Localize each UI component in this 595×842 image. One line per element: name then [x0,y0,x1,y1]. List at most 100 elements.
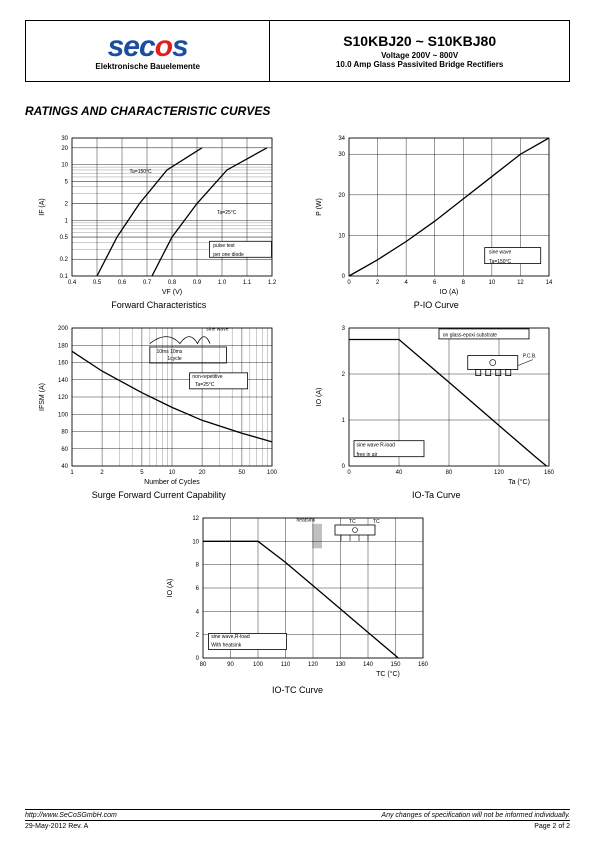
svg-text:IO (A): IO (A) [316,388,323,407]
svg-text:1cycle: 1cycle [167,356,181,362]
svg-text:TC: TC [349,519,356,525]
svg-text:60: 60 [61,447,68,453]
part-title: S10KBJ20 ~ S10KBJ80 [343,33,496,49]
svg-text:160: 160 [544,470,555,476]
footer-disclaimer: Any changes of specification will not be… [381,812,570,819]
svg-text:Number of Cycles: Number of Cycles [144,479,200,486]
svg-text:0.4: 0.4 [68,280,77,286]
svg-text:40: 40 [61,464,68,470]
svg-text:80: 80 [446,470,453,476]
chart-forward-characteristics: 0.40.50.60.70.80.91.01.11.20.10.20.51251… [34,128,284,310]
svg-text:50: 50 [238,470,245,476]
svg-text:10: 10 [61,163,68,169]
svg-text:130: 130 [335,662,346,668]
svg-text:4: 4 [195,609,199,615]
svg-text:160: 160 [58,361,69,367]
svg-text:Ta=25°C: Ta=25°C [195,382,215,388]
svg-text:P (W): P (W) [316,198,323,216]
svg-text:2: 2 [100,470,104,476]
svg-text:4: 4 [405,280,409,286]
footer-url: http://www.SeCoSGmbH.com [25,812,117,819]
svg-text:8: 8 [462,280,466,286]
svg-text:0.8: 0.8 [168,280,177,286]
svg-text:0: 0 [342,274,346,280]
chart-io-ta: 040801201600123on glass-epoxi substrates… [311,318,561,500]
svg-text:10ms 10ms: 10ms 10ms [156,349,182,355]
svg-text:160: 160 [417,662,428,668]
svg-text:sine wave,R-load: sine wave,R-load [211,634,250,640]
section-title: RATINGS AND CHARACTERISTIC CURVES [25,104,570,118]
svg-text:1.1: 1.1 [243,280,252,286]
svg-text:10: 10 [339,233,346,239]
svg-text:10: 10 [192,539,199,545]
svg-text:pulse test: pulse test [213,243,235,249]
svg-text:IO (A): IO (A) [440,289,459,296]
svg-text:per one diode: per one diode [213,252,244,258]
svg-text:120: 120 [307,662,318,668]
svg-text:8: 8 [195,563,199,569]
svg-text:1: 1 [70,470,74,476]
svg-text:2: 2 [376,280,380,286]
svg-text:0.6: 0.6 [118,280,127,286]
footer-page: Page 2 of 2 [534,823,570,830]
svg-text:100: 100 [58,412,69,418]
svg-text:Ta=150°C: Ta=150°C [129,169,152,175]
svg-text:With heatsink: With heatsink [211,642,242,648]
svg-text:140: 140 [362,662,373,668]
svg-text:90: 90 [227,662,234,668]
svg-text:200: 200 [58,326,69,332]
chart2-caption: P-IO Curve [414,300,459,310]
svg-text:100: 100 [267,470,278,476]
svg-text:0: 0 [348,470,352,476]
charts-container: 0.40.50.60.70.80.91.01.11.20.10.20.51251… [25,128,570,695]
svg-text:TC (°C): TC (°C) [376,670,400,678]
svg-text:20: 20 [339,193,346,199]
svg-text:80: 80 [199,662,206,668]
svg-text:1: 1 [342,418,346,424]
svg-text:0.9: 0.9 [193,280,202,286]
svg-text:0.1: 0.1 [59,274,68,280]
svg-text:0.5: 0.5 [59,235,68,241]
svg-text:VF (V): VF (V) [162,289,182,296]
svg-text:0.5: 0.5 [93,280,102,286]
svg-text:30: 30 [339,152,346,158]
svg-text:TC: TC [373,519,380,525]
logo-area: secos Elektronische Bauelemente [26,21,270,81]
subtitle-desc: 10.0 Amp Glass Passivited Bridge Rectifi… [336,60,503,69]
svg-text:1: 1 [64,218,68,224]
header-box: secos Elektronische Bauelemente S10KBJ20… [25,20,570,82]
svg-text:20: 20 [199,470,206,476]
svg-text:free in air: free in air [357,452,378,458]
chart5-caption: IO-TC Curve [272,685,323,695]
svg-text:Ta=25°C: Ta=25°C [217,210,237,216]
svg-text:30: 30 [61,136,68,142]
svg-text:on glass-epoxi substrate: on glass-epoxi substrate [443,332,497,338]
svg-text:0.7: 0.7 [143,280,152,286]
title-area: S10KBJ20 ~ S10KBJ80 Voltage 200V ~ 800V … [270,21,569,81]
svg-text:110: 110 [280,662,290,668]
svg-text:5: 5 [140,470,144,476]
svg-text:100: 100 [252,662,263,668]
chart-surge-current: 125102050100406080100120140160180200sine… [34,318,284,500]
svg-text:80: 80 [61,430,68,436]
svg-text:IF (A): IF (A) [39,198,46,216]
svg-text:IO (A): IO (A) [167,579,174,598]
svg-text:20: 20 [61,146,68,152]
svg-text:sine wave: sine wave [489,250,511,256]
chart3-caption: Surge Forward Current Capability [92,490,226,500]
svg-text:sine wave: sine wave [206,327,228,333]
svg-text:2: 2 [342,372,346,378]
svg-text:12: 12 [517,280,524,286]
svg-text:1.2: 1.2 [268,280,277,286]
svg-text:6: 6 [195,586,199,592]
svg-text:3: 3 [342,326,346,332]
svg-text:0: 0 [348,280,352,286]
svg-text:non-repetitive: non-repetitive [192,374,223,380]
svg-text:P.C.B.: P.C.B. [523,354,537,360]
svg-text:1.0: 1.0 [218,280,227,286]
logo-subtitle: Elektronische Bauelemente [95,62,199,71]
svg-text:150: 150 [390,662,401,668]
footer-date: 29-May-2012 Rev. A [25,823,88,830]
svg-text:Ta=150°C: Ta=150°C [489,259,512,265]
svg-text:10: 10 [489,280,496,286]
